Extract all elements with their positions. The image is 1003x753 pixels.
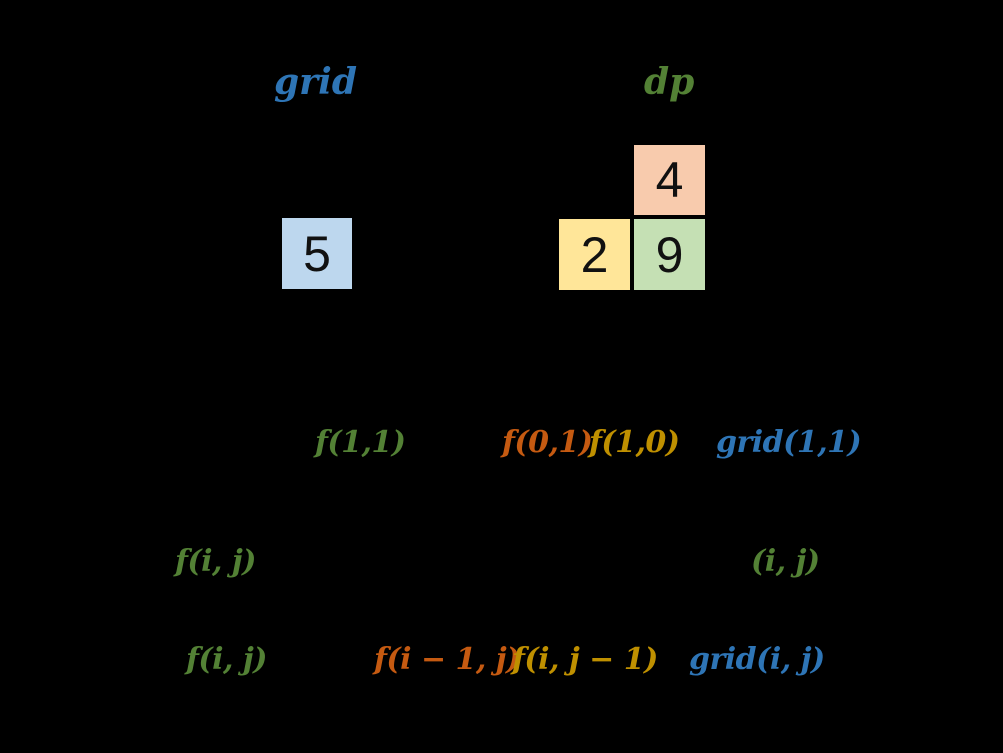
formula-f-i-minus-1-j: f(i − 1, j) [374, 642, 520, 677]
dp-cell-value-4: 4 [632, 143, 707, 217]
formula-i-j-coordinate: (i, j) [751, 544, 820, 579]
formula-f-1-1: f(1,1) [315, 425, 406, 460]
dp-cell-value-9: 9 [632, 217, 707, 292]
formula-f-1-0: f(1,0) [589, 425, 680, 460]
formula-grid-i-j: grid(i, j) [689, 642, 825, 677]
formula-f-i-j: f(i, j) [186, 642, 267, 677]
dp-cell-value-2: 2 [557, 217, 632, 292]
dp-column-title: dp [644, 61, 695, 103]
formula-f-i-j-minus-1: f(i, j − 1) [512, 642, 658, 677]
grid-column-title: grid [274, 61, 357, 103]
formula-f-0-1: f(0,1) [502, 425, 593, 460]
grid-cell-value-5: 5 [280, 216, 354, 291]
formula-f-i-j-definition: f(i, j) [175, 544, 256, 579]
formula-grid-1-1: grid(1,1) [716, 425, 862, 460]
